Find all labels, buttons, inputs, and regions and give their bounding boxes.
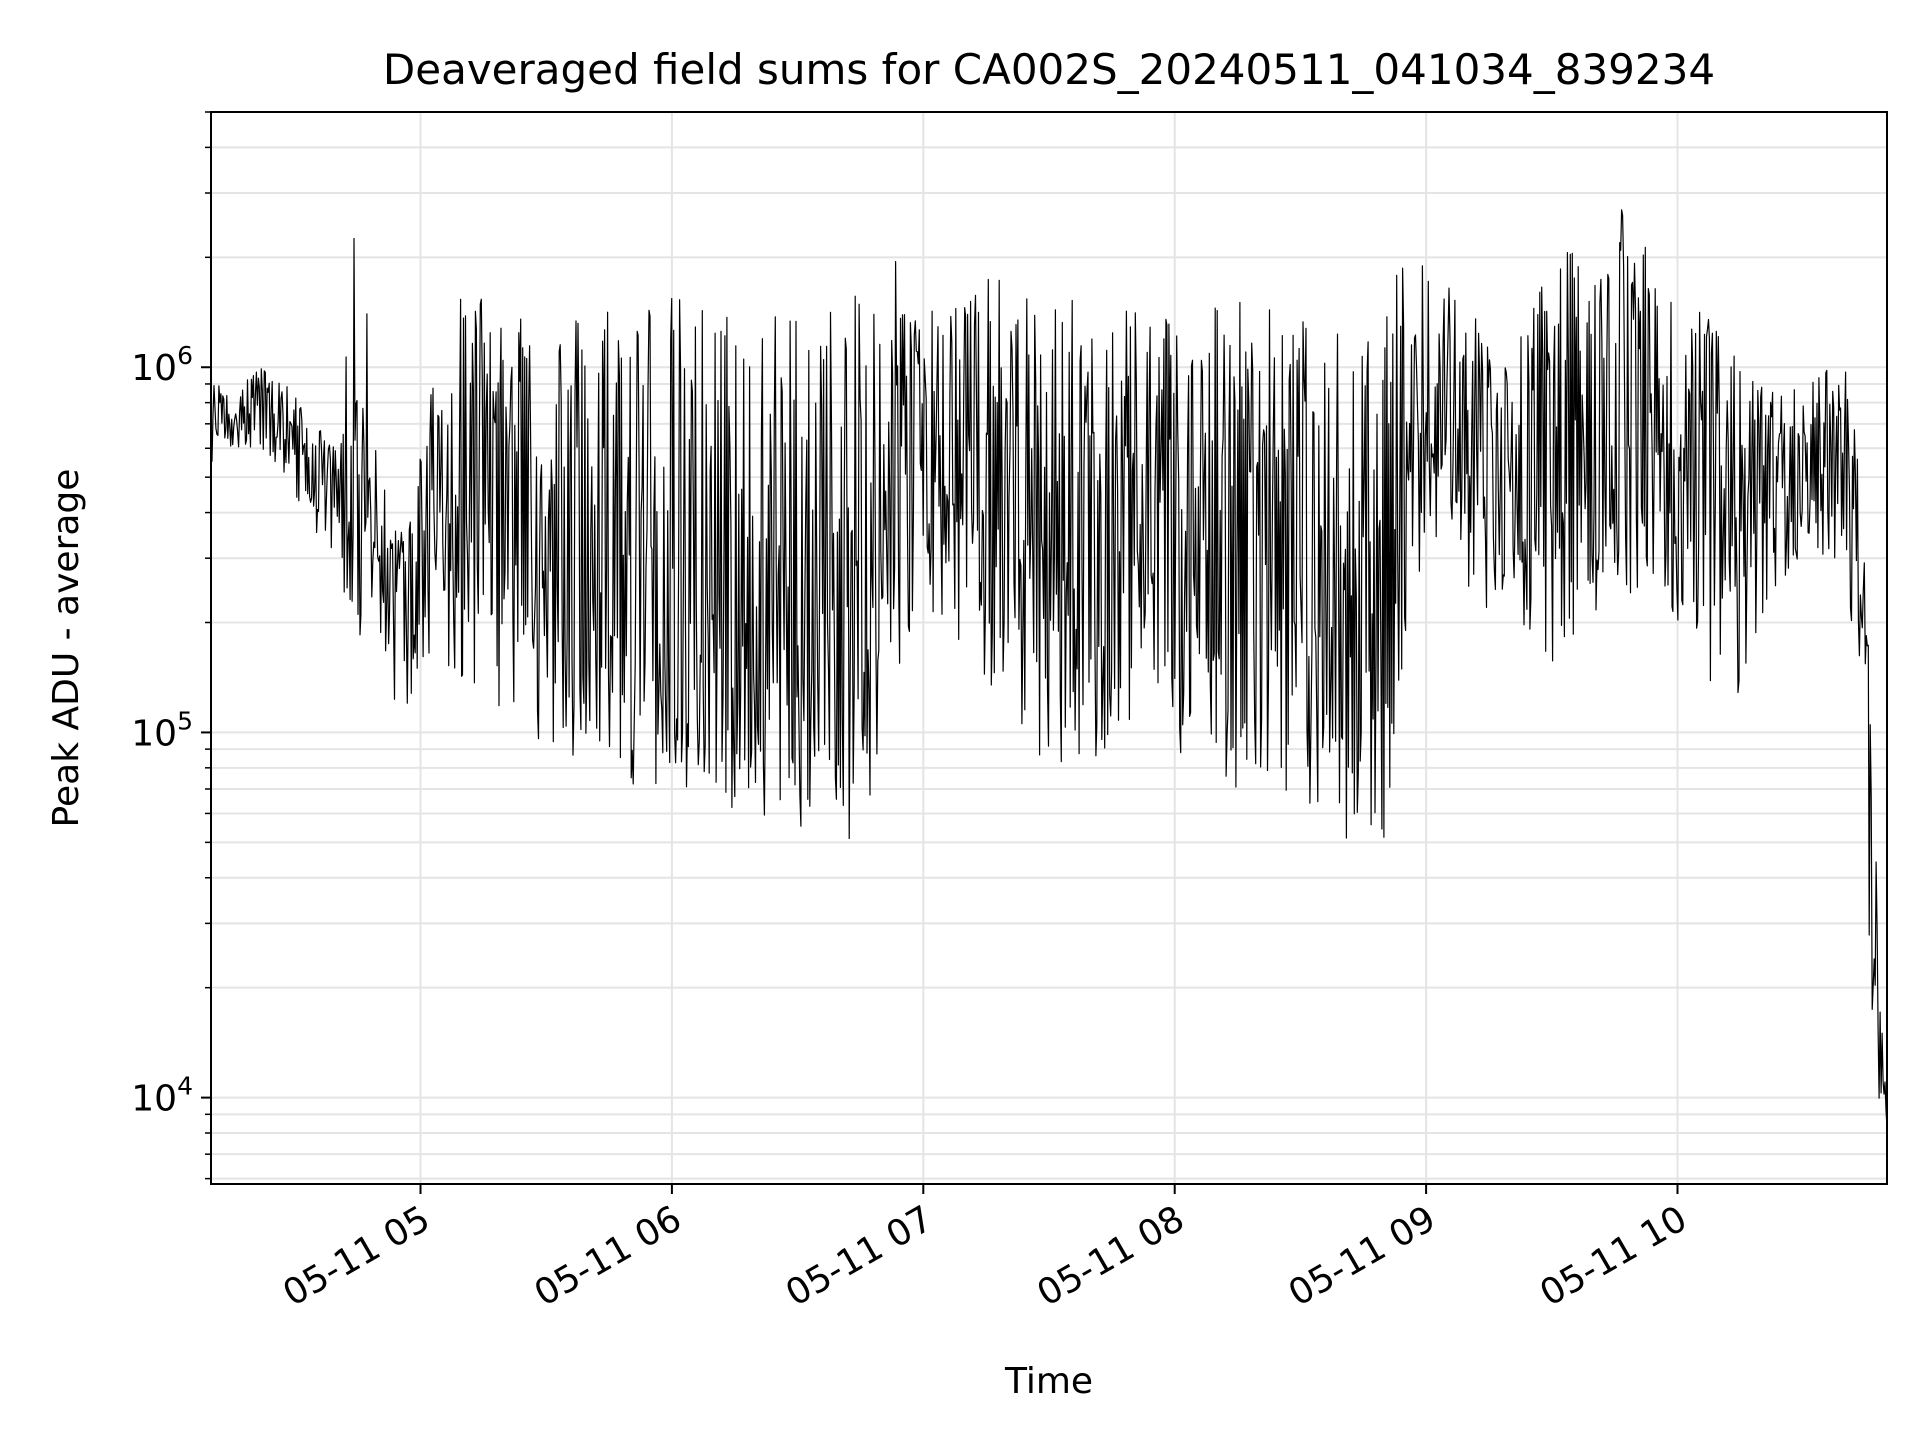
- x-axis-label: Time: [1004, 1361, 1093, 1402]
- y-tick-label: 106: [131, 341, 193, 389]
- y-tick-label: 104: [131, 1072, 193, 1120]
- data-series: [211, 209, 1887, 1128]
- series-line: [211, 209, 1887, 1128]
- plot-area-frame: [210, 111, 1888, 1185]
- y-axis-label: Peak ADU - average: [46, 469, 87, 828]
- y-tick-label: 105: [131, 706, 193, 754]
- chart-title: Deaveraged field sums for CA002S_2024051…: [383, 45, 1715, 94]
